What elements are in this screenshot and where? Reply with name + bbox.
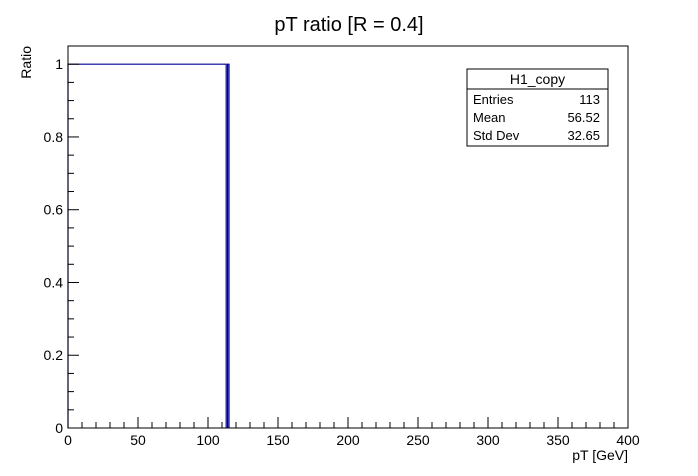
stats-stddev-label: Std Dev [473,128,520,143]
x-tick-label: 50 [130,432,146,448]
x-tick-label: 250 [406,432,430,448]
y-tick-label: 0.8 [44,129,64,145]
histogram-bin-0 [67,63,227,428]
x-tick-label: 350 [546,432,570,448]
y-tick-label: 0.6 [44,202,64,218]
y-tick-label: 1 [55,56,63,72]
stats-stddev-value: 32.65 [567,128,600,143]
stats-entries-value: 113 [579,92,600,107]
stats-box-frame [466,68,609,147]
x-tick-label: 400 [616,432,640,448]
axes: 0 50 100 150 200 250 300 350 400 0 0.2 0.4 0.6 0.8 1 [44,56,640,448]
stats-box: H1_copy Entries 113 Mean 56.52 Std Dev 3… [466,68,609,147]
x-tick-label: 150 [266,432,290,448]
y-tick-label: 0.4 [44,274,64,290]
x-tick-label: 300 [476,432,500,448]
stats-mean-value: 56.52 [567,110,600,125]
x-tick-label: 200 [336,432,360,448]
y-tick-label: 0.2 [44,347,64,363]
x-axis-label: pT [GeV] [572,447,628,463]
stats-box-title: H1_copy [510,71,565,87]
stats-mean-label: Mean [473,110,506,125]
stats-entries-label: Entries [473,92,514,107]
x-tick-label: 100 [196,432,220,448]
x-tick-label: 0 [64,432,72,448]
y-axis-label: Ratio [18,46,34,79]
chart-title: pT ratio [R = 0.4] [274,14,423,36]
histogram-bin-2 [227,63,230,428]
y-tick-label: 0 [55,420,63,436]
